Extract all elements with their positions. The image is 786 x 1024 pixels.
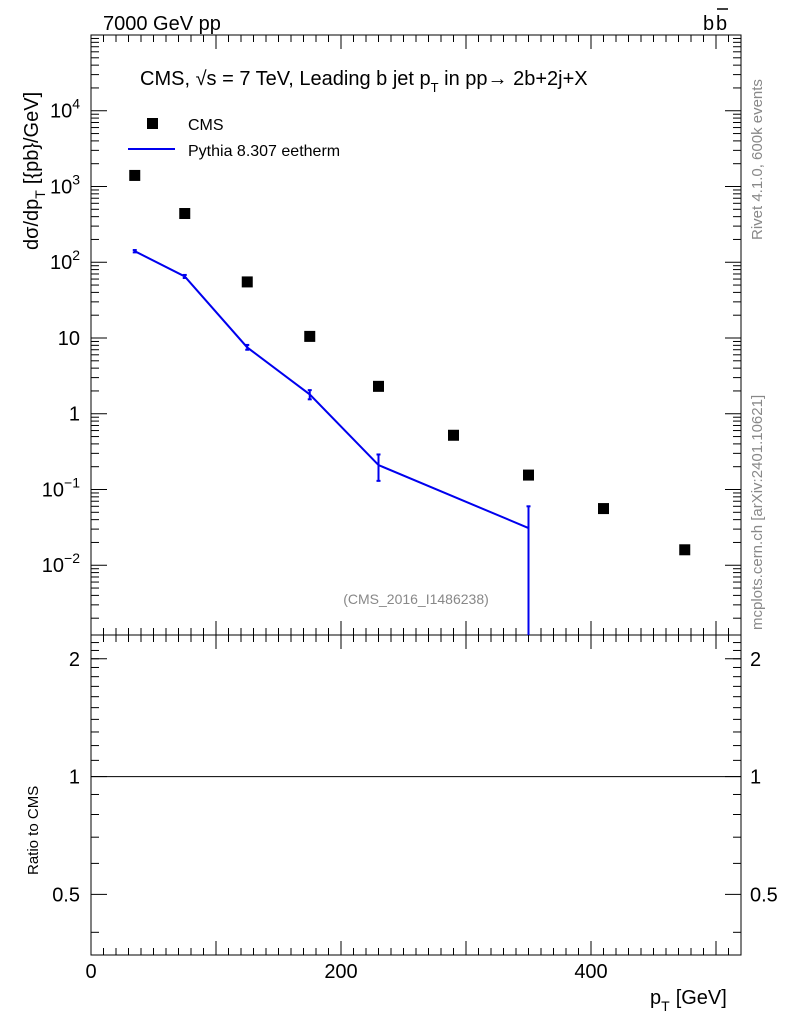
- cms-data-point: [598, 503, 609, 515]
- y-tick-label: 104: [50, 96, 80, 123]
- main-axis-ticks: [90, 34, 742, 635]
- x-label-sub: T: [661, 998, 670, 1014]
- legend: CMS Pythia 8.307 eetherm: [128, 117, 340, 160]
- header-left: 7000 GeV pp: [103, 13, 221, 35]
- cms-data-point: [241, 276, 253, 288]
- chart-title: CMS, √s = 7 TeV, Leading b jet pT in pp→…: [140, 68, 588, 95]
- ratio-tick-label-left: 0.5: [52, 884, 80, 906]
- data-series: [129, 169, 691, 556]
- x-tick-label: 0: [85, 961, 96, 983]
- cms-data-point: [304, 330, 316, 342]
- legend-cms-label: CMS: [188, 117, 224, 134]
- y-tick-label: 103: [50, 171, 80, 198]
- ratio-tick-label-left: 1: [69, 767, 80, 789]
- y-axis-label: dσ/dpT [{pb}/GeV]: [21, 92, 48, 250]
- header-right: b: [703, 13, 714, 35]
- x-axis-label: pT [GeV]: [650, 987, 727, 1014]
- y-tick-label: 102: [50, 247, 80, 274]
- x-tick-label: 200: [324, 961, 357, 983]
- y-label-main: dσ/dp: [21, 199, 43, 250]
- x-label-main: p: [650, 987, 661, 1009]
- mc-series: [132, 249, 531, 635]
- cms-data-point: [448, 429, 459, 441]
- title-prefix: CMS,: [140, 68, 196, 90]
- title-arrow: →: [488, 68, 508, 90]
- ratio-y-tick-labels: 2 2 1 1 0.5 0.5: [52, 649, 778, 907]
- x-tick-label: 400: [574, 961, 607, 983]
- legend-cms-marker: [147, 118, 158, 129]
- header-right-bar-letter: b: [716, 13, 727, 35]
- cms-data-point: [523, 469, 534, 481]
- cms-data-point: [129, 169, 141, 181]
- analysis-watermark: (CMS_2016_I1486238): [343, 591, 489, 607]
- cms-data-point: [679, 544, 691, 556]
- y-tick-label: 1: [69, 404, 80, 426]
- ratio-axis-ticks: [90, 635, 742, 955]
- ratio-tick-label-right: 0.5: [750, 884, 778, 906]
- ratio-y-label: Ratio to CMS: [25, 786, 42, 875]
- cms-data-point: [373, 380, 384, 392]
- rivet-label: Rivet 4.1.0, 600k events: [749, 79, 766, 240]
- y-tick-label: 10: [58, 328, 80, 350]
- title-sqrt: √s: [196, 68, 217, 90]
- ratio-tick-label-right: 1: [750, 767, 761, 789]
- title-main: = 7 TeV, Leading b jet p: [217, 68, 431, 90]
- ratio-panel-frame: [90, 634, 742, 956]
- ratio-tick-label-left: 2: [69, 649, 80, 671]
- ratio-tick-label-right: 2: [750, 649, 761, 671]
- y-tick-label: 10−2: [42, 550, 80, 577]
- y-label-sub: T: [32, 190, 48, 199]
- title-sub: T: [431, 80, 439, 95]
- title-rest: in pp: [439, 68, 488, 90]
- mcplots-label: mcplots.cern.ch [arXiv:2401.10621]: [749, 395, 766, 630]
- cms-data-point: [179, 208, 191, 220]
- y-tick-label: 10−1: [42, 474, 80, 501]
- title-final: 2b+2j+X: [508, 68, 588, 90]
- mc-line: [134, 250, 529, 529]
- x-tick-labels: 0 200 400: [85, 961, 607, 983]
- legend-pythia-label: Pythia 8.307 eetherm: [188, 143, 340, 160]
- y-label-units: [{pb}/GeV]: [21, 92, 43, 184]
- x-label-units: [GeV]: [676, 987, 727, 1009]
- header-right-bbar: b: [716, 8, 728, 35]
